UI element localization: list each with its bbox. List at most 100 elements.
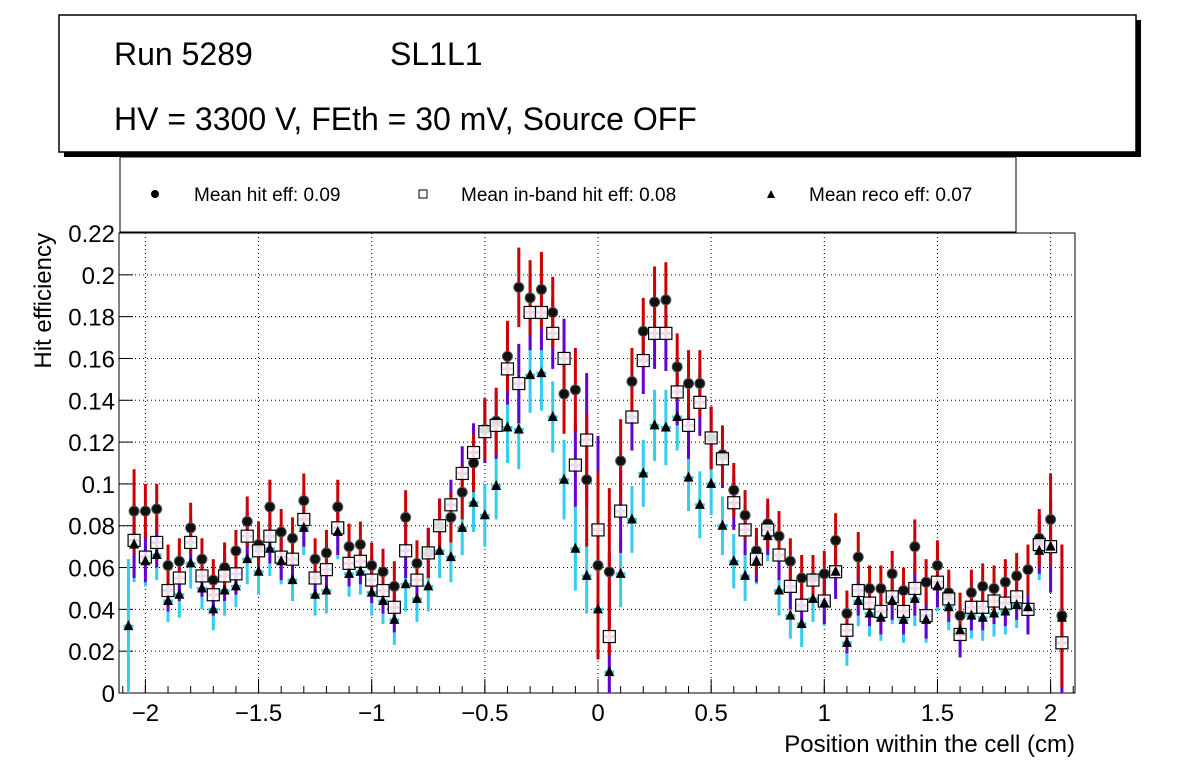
reco-marker <box>581 569 592 580</box>
inband-marker <box>523 305 537 320</box>
reco-marker <box>276 555 287 566</box>
y-tick-label: 0.04 <box>68 597 115 624</box>
reco-marker <box>479 509 490 520</box>
hit-marker <box>1011 570 1023 582</box>
hit-marker <box>977 580 989 592</box>
inband-marker <box>184 535 198 550</box>
legend-marker-circle <box>151 190 159 198</box>
reco-marker <box>525 369 536 380</box>
reco-marker <box>287 574 298 585</box>
hit-marker <box>886 568 898 580</box>
reco-marker <box>253 565 264 576</box>
hit-marker <box>547 306 559 318</box>
inband-marker <box>218 569 232 583</box>
inband-marker <box>161 583 175 598</box>
hit-marker <box>151 503 163 515</box>
hit-marker <box>332 501 344 513</box>
y-tick-label: 0.16 <box>68 346 115 373</box>
legend-item-reco: Mean reco eff: 0.07 <box>767 185 972 206</box>
legend-item-hit: Mean hit eff: 0.09 <box>151 185 340 206</box>
reco-marker <box>615 567 626 578</box>
reco-marker <box>434 544 445 555</box>
inband-marker <box>376 583 390 598</box>
reco-marker <box>123 620 134 631</box>
hit-marker <box>264 501 276 513</box>
inband-marker <box>795 598 809 612</box>
hit-marker <box>818 568 830 580</box>
reco-marker <box>1011 599 1022 610</box>
reco-marker <box>955 624 966 635</box>
hit-marker <box>852 551 864 563</box>
legend-label-inband: Mean in-band hit eff: 0.08 <box>461 185 676 206</box>
hit-marker <box>558 388 570 400</box>
inband-marker <box>421 546 435 560</box>
inband-marker <box>466 445 481 460</box>
data-points <box>123 247 1069 693</box>
hit-marker <box>796 572 808 584</box>
reco-marker <box>853 595 864 605</box>
hit-marker <box>298 495 310 507</box>
hit-marker <box>501 350 513 362</box>
x-axis-label: Position within the cell (cm) <box>784 731 1075 758</box>
inband-marker <box>319 563 334 577</box>
inband-marker <box>727 496 741 510</box>
reco-marker <box>502 421 513 432</box>
x-tick-label: 2 <box>1044 700 1057 727</box>
hit-marker <box>592 559 604 571</box>
hit-marker <box>1022 564 1034 576</box>
y-tick-label: 0.08 <box>68 514 115 541</box>
inband-marker <box>342 556 356 570</box>
hit-marker <box>411 557 423 569</box>
y-axis-label: Hit efficiency <box>30 233 57 369</box>
hit-marker <box>343 541 355 553</box>
inband-marker <box>489 418 503 432</box>
reco-marker <box>310 588 321 599</box>
hit-marker <box>320 547 332 559</box>
inband-marker <box>534 305 549 320</box>
inband-marker <box>670 385 684 399</box>
hit-marker <box>683 378 695 390</box>
inband-marker <box>512 376 526 391</box>
reco-marker <box>887 595 898 605</box>
reco-marker <box>932 580 943 591</box>
reco-marker <box>593 603 603 614</box>
reco-marker <box>457 521 468 532</box>
reco-marker <box>864 607 875 618</box>
y-tick-label: 0.1 <box>82 472 115 499</box>
inband-marker <box>625 410 639 424</box>
reco-marker <box>660 421 671 432</box>
hit-marker <box>728 484 740 496</box>
inband-marker <box>455 466 469 481</box>
inband-marker <box>738 523 752 537</box>
hit-marker <box>128 505 140 517</box>
reco-marker <box>751 555 762 566</box>
x-tick-label: −1 <box>358 700 385 727</box>
x-tick-label: 0.5 <box>694 700 727 727</box>
reco-marker <box>264 542 275 553</box>
inband-marker <box>229 567 243 581</box>
reco-marker <box>807 592 818 603</box>
inband-marker <box>195 569 209 583</box>
inband-marker <box>150 535 164 550</box>
reco-marker <box>411 592 422 603</box>
x-tick-label: −0.5 <box>461 700 508 727</box>
y-tick-label: 0.14 <box>68 388 115 415</box>
x-tick-label: −2 <box>132 700 159 727</box>
hit-marker <box>456 486 468 498</box>
legend-marker-triangle <box>767 190 775 198</box>
reco-marker <box>966 609 977 620</box>
reco-marker <box>389 613 400 624</box>
inband-marker <box>614 504 628 518</box>
inband-marker <box>783 579 797 593</box>
y-tick-label: 0.02 <box>68 639 115 666</box>
y-tick-label: 0.12 <box>68 430 115 457</box>
inband-marker <box>387 600 401 614</box>
reco-marker <box>989 607 1000 618</box>
hit-marker <box>366 559 378 571</box>
inband-marker <box>568 458 582 472</box>
hit-marker <box>649 296 661 308</box>
reco-marker <box>321 584 332 595</box>
legend-label-hit: Mean hit eff: 0.09 <box>194 185 340 206</box>
hit-marker <box>671 361 683 373</box>
